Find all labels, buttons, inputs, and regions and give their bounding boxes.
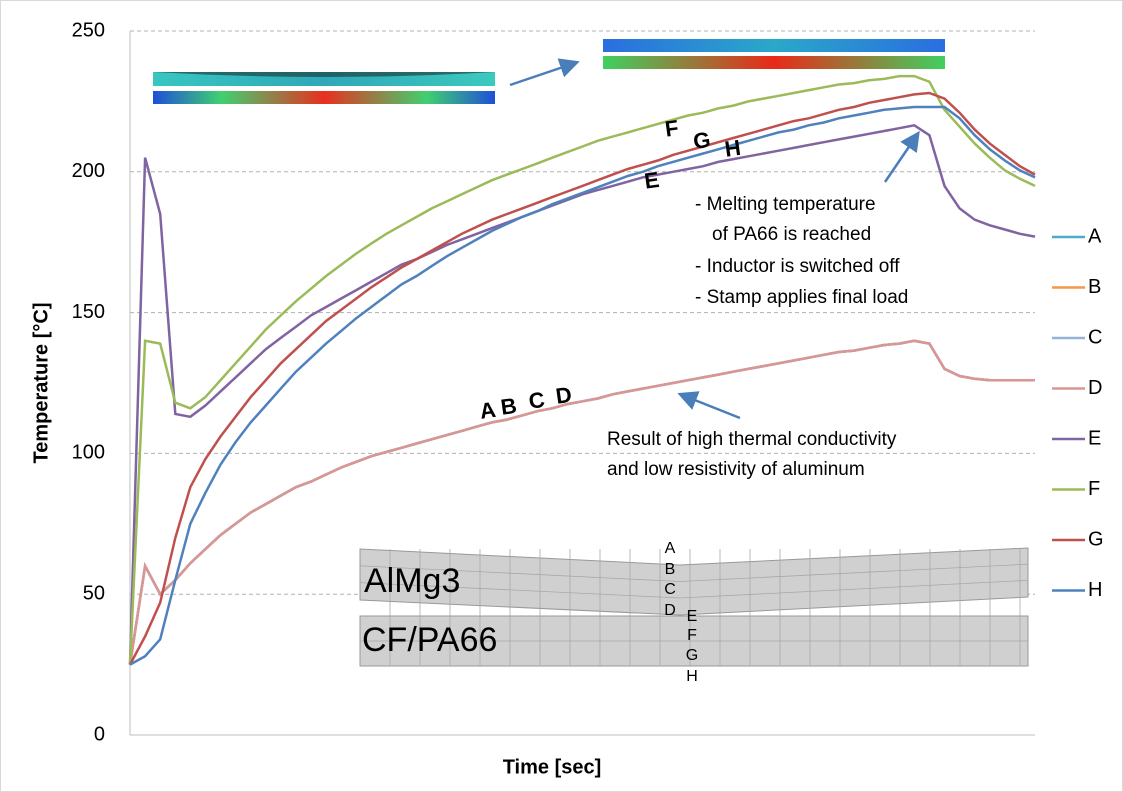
annotation: - Melting temperature	[695, 194, 876, 215]
point-label: C	[664, 581, 676, 598]
legend-label: G	[1088, 528, 1104, 550]
annotation: Result of high thermal conductivity	[607, 429, 897, 450]
y-tick-label: 100	[72, 442, 105, 464]
y-axis-title: Temperature [°C]	[30, 303, 52, 464]
point-label: H	[686, 668, 698, 685]
legend-label: E	[1088, 427, 1101, 449]
annotation: and low resistivity of aluminum	[607, 459, 865, 480]
legend-label: C	[1088, 326, 1102, 348]
point-label: A	[665, 540, 676, 557]
material-label: AlMg3	[364, 562, 460, 600]
point-label: G	[686, 647, 698, 664]
curve-label: G	[692, 127, 712, 154]
legend-label: B	[1088, 276, 1101, 298]
fe-image	[603, 39, 945, 52]
x-axis-title: Time [sec]	[503, 756, 602, 778]
annotation: - Inductor is switched off	[695, 256, 900, 277]
legend-label: F	[1088, 478, 1100, 500]
legend-label: A	[1088, 225, 1102, 247]
y-tick-label: 50	[83, 582, 105, 604]
annotation: of PA66 is reached	[712, 224, 871, 245]
y-tick-label: 150	[72, 301, 105, 323]
point-label: D	[664, 602, 676, 619]
point-label: E	[687, 608, 698, 625]
y-tick-label: 250	[72, 19, 105, 41]
point-label: F	[687, 627, 697, 644]
legend-label: D	[1088, 377, 1102, 399]
material-label: CF/PA66	[362, 621, 497, 659]
point-label: B	[665, 561, 676, 578]
y-tick-label: 200	[72, 160, 105, 182]
y-tick-label: 0	[94, 723, 105, 745]
chart: AlMg3 CF/PA66 ABCDEFGH ABCDEFGH- Melting…	[0, 0, 1123, 792]
legend-label: H	[1088, 579, 1102, 601]
page: AlMg3 CF/PA66 ABCDEFGH ABCDEFGH- Melting…	[0, 0, 1123, 792]
fe-image	[153, 91, 495, 104]
annotation: - Stamp applies final load	[695, 287, 908, 308]
fe-image	[603, 56, 945, 69]
